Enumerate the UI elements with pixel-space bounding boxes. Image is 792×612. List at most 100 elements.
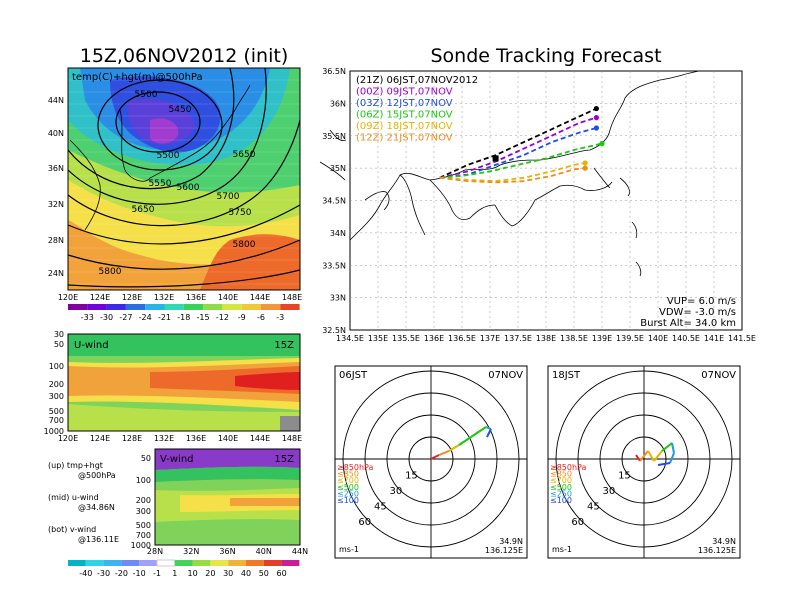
contour-labels: 5500 5450 5500 5550 5600 5650 5650 5700 5750 5800… [99,90,256,277]
uwind-lon-label: 148E [282,434,302,443]
track-end-point [582,160,588,166]
hodograph-segment [438,450,450,456]
hodograph-level-key: ≤700 [337,476,359,485]
uwind-pressure-label: 300 [49,392,64,401]
wind-colorbar: -40 -30 -20 -10 -1 1 10 20 30 40 50 60 [68,559,300,578]
hodograph-segment [647,450,655,462]
temp-colorbar-swatch [68,304,88,310]
temp-colorbar-label: -18 [177,313,190,322]
temp-colorbar-swatch [106,304,126,310]
map-lon-label: 124E [90,293,110,302]
vwind-pressure-label: 50 [141,454,151,463]
hodograph-segment [661,442,673,452]
track-y-tick: 32.5N [322,326,346,335]
track-annotation: VUP= 6.0 m/s [667,296,736,307]
uwind-pressure-label: 700 [49,416,64,425]
map-lat-label: 36N [48,164,64,173]
legend-note-line1: (mid) u-wind [48,493,99,502]
track-x-tick: 136E [424,334,444,343]
wind-colorbar-swatch [281,560,300,566]
temp-colorbar-label: -6 [257,313,265,322]
hodograph-level-key: ≤500 [550,483,572,492]
uwind-pressure-label: 1000 [44,427,64,436]
track-end-point [599,140,605,147]
temp-map [67,67,301,291]
track-chart [319,70,743,331]
uwind-lon-label: 120E [58,434,78,443]
hodograph-date: 07NOV [701,370,736,381]
vwind-panel [154,448,301,546]
map-lat-label: 40N [48,129,64,138]
hodograph-level-key: ≥850hPa [337,463,374,472]
uwind-pressure-label: 100 [49,362,64,371]
track-y-tick: 36N [330,99,346,108]
temp-colorbar-swatch [241,304,261,310]
legend-note-line2: @136.11E [78,535,119,544]
wind-colorbar-swatch [139,560,157,566]
track-legend-entry: (09Z) 18JST,07NOV [356,121,453,132]
wind-colorbar-label: -40 [79,569,92,578]
hodograph-segment [639,450,649,462]
contour-label: 5750 [229,208,252,218]
wind-colorbar-label: -30 [97,569,110,578]
contour-label: 5650 [233,150,256,160]
vwind-lat-label: 28N [147,547,163,556]
temp-colorbar-label: -24 [139,313,152,322]
temp-colorbar-swatch [222,304,242,310]
uwind-lon-label: 140E [218,434,238,443]
track-x-tick: 140E [648,334,668,343]
hodograph-segment [671,442,675,454]
hodograph-level-key: ≤850 [550,470,572,479]
temp-colorbar-swatch [280,304,300,310]
temp-colorbar-label: -9 [238,313,246,322]
temp-colorbar-label: -27 [119,313,132,322]
hodograph-segment [635,454,641,462]
uwind-time: 15Z [274,340,294,351]
track-x-tick: 138E [536,334,556,343]
track-end-point [593,105,600,112]
hodograph-segment [448,444,460,452]
uwind-lon-label: 132E [154,434,174,443]
hodograph-unit: ms-1 [552,545,572,554]
hodograph-segment [669,452,675,464]
track-end-point [593,115,600,121]
temp-colorbar-label: -33 [81,313,94,322]
contour-label: 5500 [157,151,180,161]
map-lat-label: 28N [48,236,64,245]
wind-colorbar-label: 60 [277,569,287,578]
track-start-marker [492,155,499,162]
track-end-point [593,125,600,131]
hodograph-lon: 136.125E [698,546,736,555]
wind-colorbar-label: 50 [259,569,269,578]
track-x-tick: 137.5E [504,334,532,343]
uwind-lon-label: 144E [250,434,270,443]
hodograph-ring-label: 30 [603,486,616,497]
temp-colorbar-swatch [261,304,281,310]
map-lat-label: 32N [48,200,64,209]
track-y-tick: 33.5N [322,261,346,270]
track-annotation: Burst Alt= 34.0 km [640,318,736,329]
wind-colorbar-swatch [246,560,264,566]
track-y-tick: 34N [330,229,346,238]
track-x-tick: 134.5E [336,334,364,343]
track-series-line [439,167,586,184]
track-legend-entry: (06Z) 15JST,07NOV [356,110,453,121]
hodograph-segment [486,428,492,438]
wind-colorbar-swatch [121,560,140,566]
hodograph-ring-label: 30 [390,486,403,497]
map-lon-label: 144E [250,293,270,302]
wind-colorbar-label: -1 [153,569,161,578]
uwind-pressure-label: 500 [49,407,64,416]
hodograph-level-key: ≤850 [337,470,359,479]
hodograph-segment [470,426,487,438]
uwind-lon-label: 124E [90,434,110,443]
track-y-tick: 35.5N [322,132,346,141]
track-x-tick: 139E [592,334,612,343]
track-series-line [439,107,597,179]
hodograph-lon: 136.125E [485,546,523,555]
track-x-tick: 140.5E [672,334,700,343]
